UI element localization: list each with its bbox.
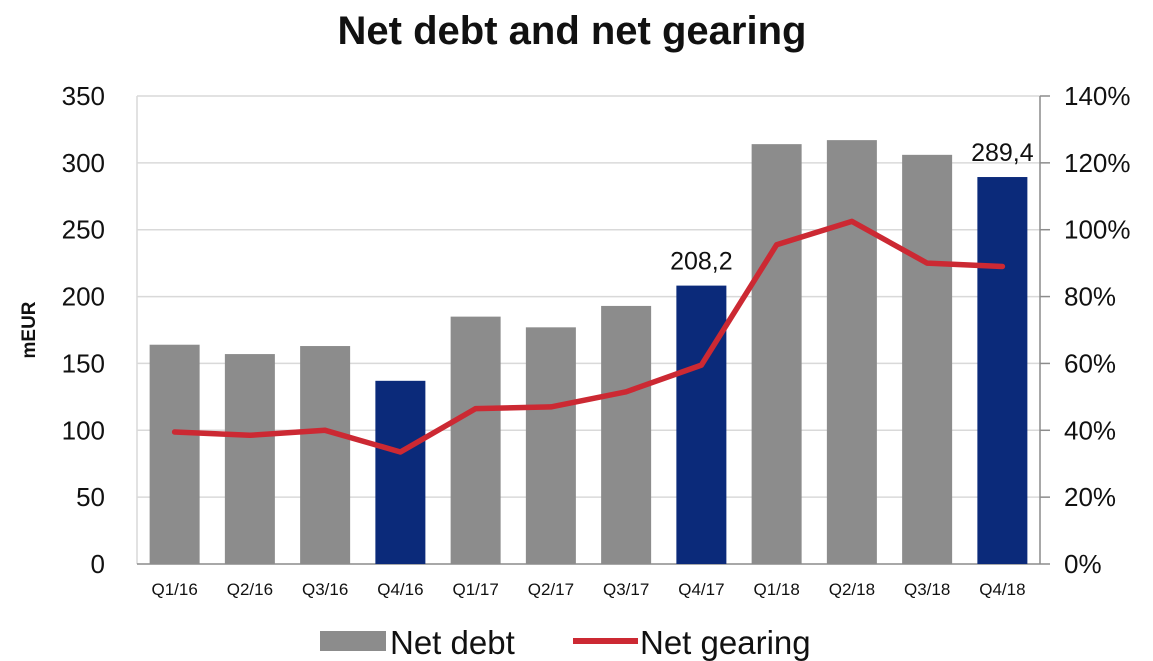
x-tick-label: Q3/18 xyxy=(904,580,950,599)
net-gearing-point xyxy=(924,260,930,266)
left-tick-label: 300 xyxy=(62,148,105,178)
net-gearing-point xyxy=(698,362,704,368)
legend-swatch-net-debt xyxy=(320,631,386,651)
right-tick-label: 80% xyxy=(1064,282,1116,312)
left-tick-label: 250 xyxy=(62,215,105,245)
x-tick-label: Q1/17 xyxy=(452,580,498,599)
x-tick-label: Q1/18 xyxy=(753,580,799,599)
net-gearing-point xyxy=(247,432,253,438)
x-tick-label: Q3/16 xyxy=(302,580,348,599)
right-tick-label: 120% xyxy=(1064,148,1131,178)
legend: Net debt Net gearing xyxy=(320,624,811,661)
left-tick-label: 150 xyxy=(62,348,105,378)
net-gearing-point xyxy=(849,218,855,224)
bar-net-debt xyxy=(450,316,501,564)
x-axis-ticks: Q1/16 Q2/16 Q3/16 Q4/16 Q1/17 Q2/17 Q3/17 Q4/17… xyxy=(151,580,1025,599)
right-axis: 0% 20% 40% 60% 80% 100% 120% 140% xyxy=(1039,81,1131,579)
net-gearing-point xyxy=(172,429,178,435)
right-tick-label: 40% xyxy=(1064,415,1116,445)
net-gearing-point xyxy=(322,427,328,433)
net-gearing-point xyxy=(397,449,403,455)
bar-net-debt xyxy=(224,354,275,564)
left-axis-ticks: 0 50 100 150 200 250 300 350 xyxy=(62,81,105,579)
y-axis-label: mEUR xyxy=(19,301,40,358)
data-labels: 208,2 289,4 xyxy=(670,139,1034,276)
left-tick-label: 0 xyxy=(91,549,105,579)
x-tick-label: Q2/16 xyxy=(227,580,273,599)
data-label: 208,2 xyxy=(670,248,733,276)
left-tick-label: 50 xyxy=(76,482,105,512)
bar-net-debt xyxy=(676,285,727,564)
bar-net-debt xyxy=(300,346,351,564)
net-gearing-point xyxy=(623,389,629,395)
left-tick-label: 100 xyxy=(62,415,105,445)
bar-net-debt xyxy=(751,144,802,564)
bar-net-debt xyxy=(601,305,652,564)
net-gearing-point xyxy=(473,406,479,412)
data-label: 289,4 xyxy=(971,139,1034,167)
x-tick-label: Q4/18 xyxy=(979,580,1025,599)
right-tick-label: 60% xyxy=(1064,348,1116,378)
net-gearing-point xyxy=(548,404,554,410)
x-tick-label: Q1/16 xyxy=(151,580,197,599)
bar-net-debt xyxy=(375,380,426,564)
x-tick-label: Q4/17 xyxy=(678,580,724,599)
net-gearing-point xyxy=(999,263,1005,269)
bar-net-debt xyxy=(977,177,1028,564)
left-tick-label: 350 xyxy=(62,81,105,111)
bar-net-debt xyxy=(902,154,953,564)
net-gearing-point xyxy=(774,242,780,248)
right-tick-label: 20% xyxy=(1064,482,1116,512)
x-tick-label: Q2/17 xyxy=(528,580,574,599)
x-tick-label: Q2/18 xyxy=(829,580,875,599)
bar-net-debt xyxy=(525,327,576,564)
net-gearing-line-group xyxy=(171,218,1006,455)
right-tick-label: 140% xyxy=(1064,81,1131,111)
chart-title: Net debt and net gearing xyxy=(338,9,807,53)
right-tick-label: 100% xyxy=(1064,215,1131,245)
left-tick-label: 200 xyxy=(62,282,105,312)
right-tick-label: 0% xyxy=(1064,549,1102,579)
bars xyxy=(149,140,1028,564)
net-gearing-line xyxy=(171,218,1006,455)
bar-net-debt xyxy=(826,140,877,564)
x-tick-label: Q4/16 xyxy=(377,580,423,599)
legend-label-net-debt: Net debt xyxy=(390,624,515,661)
bar-net-debt xyxy=(149,344,200,564)
legend-label-net-gearing: Net gearing xyxy=(640,624,811,661)
x-tick-label: Q3/17 xyxy=(603,580,649,599)
